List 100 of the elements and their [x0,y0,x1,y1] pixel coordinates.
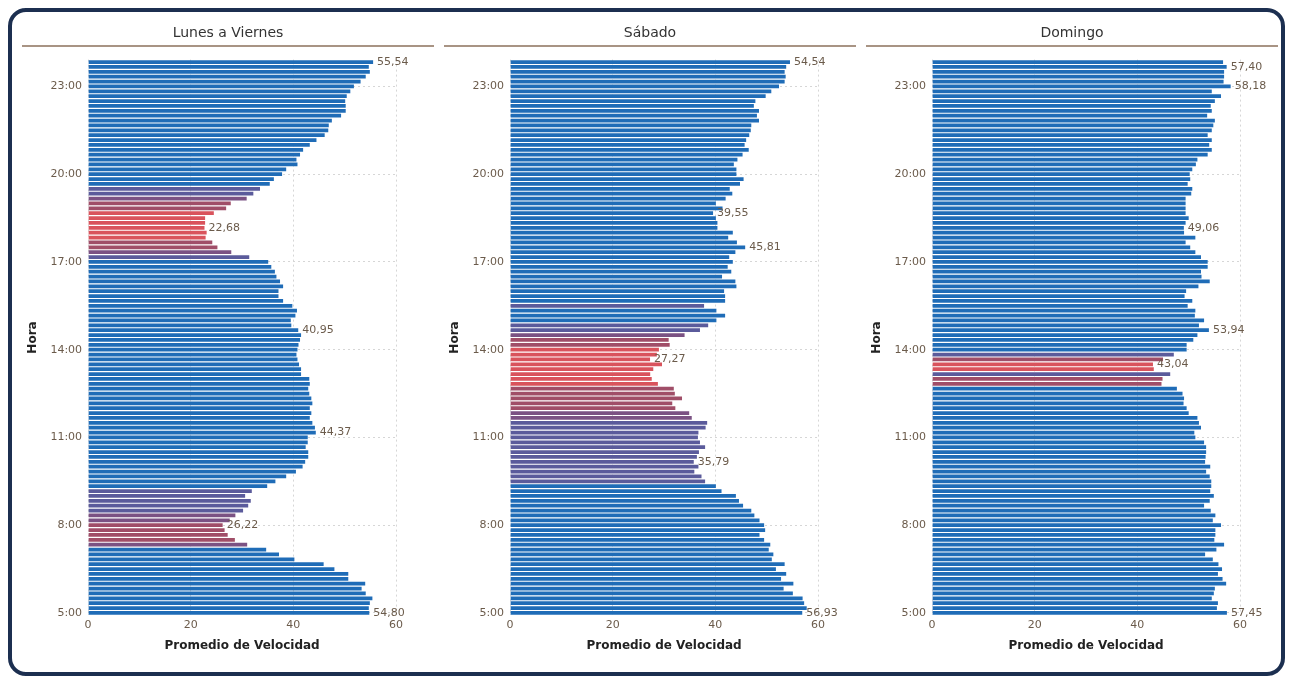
data-label: 44,37 [319,425,352,439]
bar [88,581,366,586]
bar [88,523,223,528]
data-label: 39,55 [717,206,749,220]
bar [88,152,301,157]
bar [510,386,674,391]
bar [88,206,227,211]
bar [932,401,1184,406]
x-axis-title: Promedio de Velocidad [164,637,320,652]
data-label: 40,95 [302,323,334,337]
bar [510,333,685,337]
bar [510,128,751,133]
x-tick-label: 60 [389,617,403,631]
bar [88,269,275,274]
x-tick-label: 60 [1233,617,1247,631]
y-axis-title: Hora [447,321,462,354]
bar [88,245,218,250]
bar [88,347,298,352]
bar [88,596,373,601]
bar [88,89,351,94]
bar [932,479,1212,484]
x-tick-label: 60 [811,617,825,631]
y-tick-label: 5:00 [57,605,83,619]
y-tick-label: 23:00 [50,79,83,93]
data-label: 35,79 [697,454,730,468]
bar [932,128,1212,133]
y-tick-label: 14:00 [50,342,83,356]
data-label: 26,22 [226,518,259,532]
bar [510,596,803,601]
data-label: 53,94 [1212,323,1245,337]
y-tick-label: 8:00 [901,518,927,532]
bar [932,152,1208,157]
y-tick-label: 11:00 [894,430,927,444]
bar [510,74,786,79]
y-tick-label: 5:00 [901,605,927,619]
bar [88,250,232,255]
bar [932,245,1191,250]
bar [932,308,1196,313]
bar [88,308,297,313]
data-label: 45,81 [749,240,781,254]
x-tick-label: 0 [928,617,936,631]
y-tick-label: 14:00 [472,342,505,356]
x-tick-label: 0 [84,617,92,631]
y-tick-label: 17:00 [472,254,505,268]
data-label: 54,54 [793,54,826,68]
bar [932,74,1225,79]
y-tick-label: 14:00 [894,342,927,356]
bar [88,401,313,406]
bar [88,113,342,118]
bar [932,372,1171,376]
bar [510,464,699,469]
bar [88,464,303,469]
bar [932,206,1186,211]
bar [510,303,705,308]
y-tick-label: 11:00 [472,430,505,444]
bar [932,581,1227,586]
bar [932,542,1225,547]
bar [510,167,737,172]
bar [88,284,284,289]
bar [932,191,1192,196]
chart-title: Lunes a Viernes [22,18,434,47]
y-tick-label: 23:00 [894,79,927,93]
y-axis-title: Hora [25,321,40,354]
x-axis-title: Promedio de Velocidad [1008,637,1164,652]
x-tick-label: 20 [605,617,620,631]
data-label: 27,27 [654,352,686,366]
x-tick-label: 20 [1027,617,1042,631]
bar [932,362,1153,367]
bar [510,425,706,430]
bar [510,323,709,328]
bar [510,542,771,547]
data-label: 54,80 [373,605,405,619]
bar [510,347,659,352]
y-tick-label: 8:00 [479,518,505,532]
y-axis-title: Hora [869,321,884,354]
data-label: 56,93 [806,605,838,619]
bar [932,347,1187,352]
data-label: 55,54 [377,54,409,68]
bar [88,211,214,216]
data-label: 22,68 [208,220,240,234]
data-label: 57,45 [1230,605,1263,619]
x-axis-title: Promedio de Velocidad [586,637,742,652]
bar [88,542,248,547]
bar [510,245,746,250]
bar [88,425,315,430]
x-tick-label: 0 [506,617,514,631]
bar [510,113,757,118]
y-tick-label: 20:00 [50,167,83,181]
bar [510,342,670,347]
bar [510,581,794,586]
bar [510,518,760,523]
bar [932,425,1201,430]
y-tick-label: 8:00 [57,518,83,532]
data-label: 43,04 [1156,357,1189,371]
bar [932,167,1193,172]
x-tick-label: 40 [708,617,723,631]
bar [510,381,658,386]
y-tick-label: 20:00 [894,167,927,181]
y-tick-label: 20:00 [472,167,505,181]
bar [88,386,309,391]
